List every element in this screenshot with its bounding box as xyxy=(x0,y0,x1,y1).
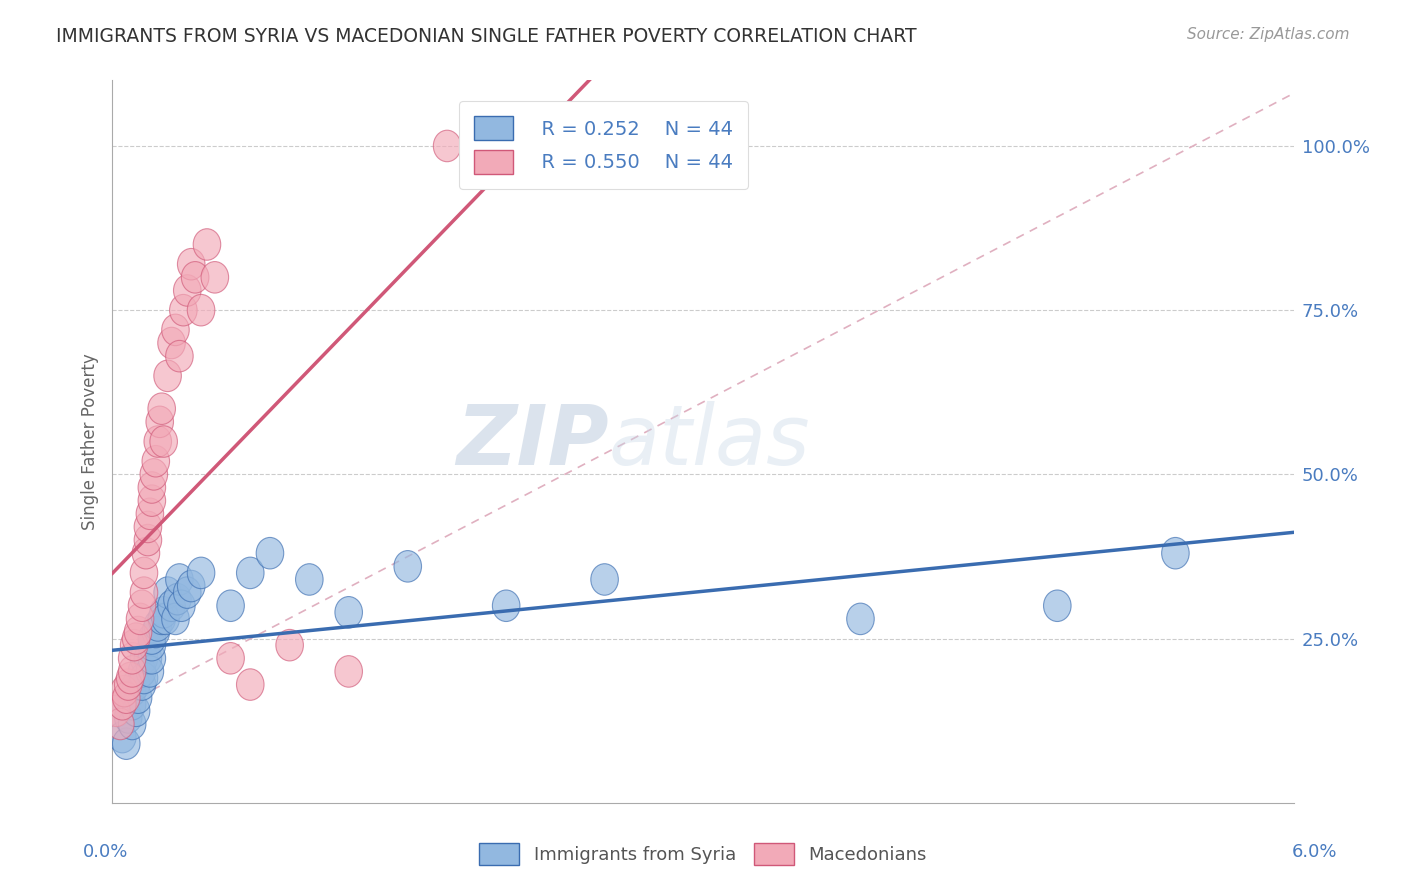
Ellipse shape xyxy=(131,662,157,694)
Ellipse shape xyxy=(108,689,136,720)
Ellipse shape xyxy=(166,341,193,372)
Ellipse shape xyxy=(492,590,520,622)
Ellipse shape xyxy=(148,393,176,425)
Ellipse shape xyxy=(167,590,195,622)
Ellipse shape xyxy=(131,642,157,674)
Ellipse shape xyxy=(433,130,461,161)
Ellipse shape xyxy=(162,314,190,345)
Ellipse shape xyxy=(118,642,146,674)
Ellipse shape xyxy=(591,564,619,595)
Ellipse shape xyxy=(127,603,153,634)
Ellipse shape xyxy=(143,425,172,458)
Ellipse shape xyxy=(134,642,162,674)
Ellipse shape xyxy=(107,708,134,739)
Ellipse shape xyxy=(187,558,215,589)
Ellipse shape xyxy=(1161,538,1189,569)
Ellipse shape xyxy=(152,603,180,634)
Ellipse shape xyxy=(170,294,197,326)
Ellipse shape xyxy=(1043,590,1071,622)
Text: 0.0%: 0.0% xyxy=(83,843,128,861)
Ellipse shape xyxy=(201,261,229,293)
Ellipse shape xyxy=(217,642,245,674)
Ellipse shape xyxy=(394,550,422,582)
Text: ZIP: ZIP xyxy=(456,401,609,482)
Ellipse shape xyxy=(295,564,323,595)
Ellipse shape xyxy=(128,656,156,687)
Ellipse shape xyxy=(173,577,201,608)
Ellipse shape xyxy=(124,682,152,714)
Ellipse shape xyxy=(117,662,143,694)
Ellipse shape xyxy=(136,656,163,687)
Text: Source: ZipAtlas.com: Source: ZipAtlas.com xyxy=(1187,27,1350,42)
Text: atlas: atlas xyxy=(609,401,810,482)
Ellipse shape xyxy=(134,511,162,542)
Ellipse shape xyxy=(846,603,875,634)
Legend:   R = 0.252    N = 44,   R = 0.550    N = 44: R = 0.252 N = 44, R = 0.550 N = 44 xyxy=(458,101,748,189)
Ellipse shape xyxy=(138,485,166,516)
Ellipse shape xyxy=(138,642,166,674)
Ellipse shape xyxy=(187,294,215,326)
Ellipse shape xyxy=(162,603,190,634)
Ellipse shape xyxy=(166,564,193,595)
Ellipse shape xyxy=(177,249,205,280)
Ellipse shape xyxy=(131,577,157,608)
Ellipse shape xyxy=(111,675,138,706)
Ellipse shape xyxy=(153,577,181,608)
Ellipse shape xyxy=(276,630,304,661)
Ellipse shape xyxy=(118,656,146,687)
Ellipse shape xyxy=(157,327,186,359)
Y-axis label: Single Father Poverty: Single Father Poverty xyxy=(80,353,98,530)
Ellipse shape xyxy=(121,630,148,661)
Ellipse shape xyxy=(103,695,131,727)
Ellipse shape xyxy=(153,360,181,392)
Ellipse shape xyxy=(150,597,177,628)
Ellipse shape xyxy=(122,695,150,727)
Text: 6.0%: 6.0% xyxy=(1292,843,1337,861)
Ellipse shape xyxy=(148,603,176,634)
Ellipse shape xyxy=(128,590,156,622)
Ellipse shape xyxy=(163,583,191,615)
Ellipse shape xyxy=(177,570,205,602)
Ellipse shape xyxy=(134,524,162,556)
Ellipse shape xyxy=(104,695,132,727)
Ellipse shape xyxy=(118,708,146,739)
Ellipse shape xyxy=(173,275,201,306)
Ellipse shape xyxy=(112,728,141,759)
Ellipse shape xyxy=(118,675,146,706)
Text: IMMIGRANTS FROM SYRIA VS MACEDONIAN SINGLE FATHER POVERTY CORRELATION CHART: IMMIGRANTS FROM SYRIA VS MACEDONIAN SING… xyxy=(56,27,917,45)
Ellipse shape xyxy=(122,623,150,655)
Ellipse shape xyxy=(132,538,160,569)
Ellipse shape xyxy=(335,656,363,687)
Ellipse shape xyxy=(157,590,186,622)
Ellipse shape xyxy=(236,558,264,589)
Ellipse shape xyxy=(141,458,167,490)
Ellipse shape xyxy=(131,558,157,589)
Ellipse shape xyxy=(146,406,173,438)
Ellipse shape xyxy=(193,228,221,260)
Ellipse shape xyxy=(124,616,152,648)
Ellipse shape xyxy=(114,702,142,733)
Ellipse shape xyxy=(114,669,142,700)
Ellipse shape xyxy=(335,597,363,628)
Ellipse shape xyxy=(136,498,163,530)
Legend: Immigrants from Syria, Macedonians: Immigrants from Syria, Macedonians xyxy=(471,834,935,874)
Ellipse shape xyxy=(138,472,166,503)
Ellipse shape xyxy=(122,669,150,700)
Ellipse shape xyxy=(118,689,146,720)
Ellipse shape xyxy=(143,610,172,641)
Ellipse shape xyxy=(138,630,166,661)
Ellipse shape xyxy=(128,669,156,700)
Ellipse shape xyxy=(112,682,141,714)
Ellipse shape xyxy=(150,425,177,458)
Ellipse shape xyxy=(142,445,170,477)
Ellipse shape xyxy=(142,616,170,648)
Ellipse shape xyxy=(181,261,209,293)
Ellipse shape xyxy=(217,590,245,622)
Ellipse shape xyxy=(236,669,264,700)
Ellipse shape xyxy=(138,623,166,655)
Ellipse shape xyxy=(108,722,136,753)
Ellipse shape xyxy=(256,538,284,569)
